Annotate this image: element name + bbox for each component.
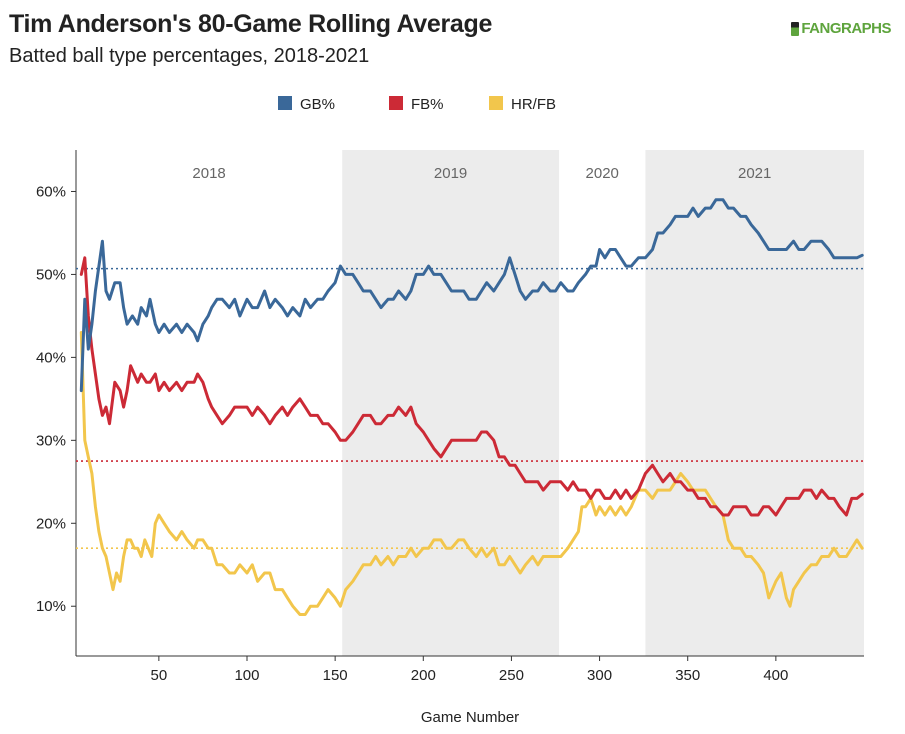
chart-subtitle: Batted ball type percentages, 2018-2021: [9, 45, 370, 67]
series-line-0: [79, 198, 864, 393]
y-tick-label: 30%: [36, 432, 66, 449]
legend-swatch-1: [389, 96, 403, 110]
season-label-2018: 2018: [192, 165, 225, 182]
legend-label-2: HR/FB: [511, 96, 556, 113]
chart-title: Tim Anderson's 80-Game Rolling Average: [9, 10, 493, 38]
legend-swatch-2: [489, 96, 503, 110]
x-axis-label: Game Number: [421, 709, 519, 726]
x-tick-label: 300: [587, 667, 612, 684]
legend-swatch-0: [278, 96, 292, 110]
x-tick-label: 200: [411, 667, 436, 684]
fangraphs-logo-icon: [791, 21, 800, 36]
legend-label-0: GB%: [300, 96, 335, 113]
x-tick-label: 150: [323, 667, 348, 684]
season-shade-2019: [342, 150, 560, 656]
fangraphs-logo: FAN GRAPHS: [791, 20, 892, 37]
y-tick-label: 60%: [36, 183, 66, 200]
season-label-2020: 2020: [586, 165, 619, 182]
y-tick-label: 50%: [36, 266, 66, 283]
season-label-2021: 2021: [738, 165, 771, 182]
x-tick-label: 100: [234, 667, 259, 684]
x-tick-label: 350: [675, 667, 700, 684]
logo-text-graphs: GRAPHS: [829, 20, 892, 37]
x-tick-label: 250: [499, 667, 524, 684]
series-line-1: [79, 256, 864, 517]
y-tick-label: 40%: [36, 349, 66, 366]
x-tick-label: 400: [763, 667, 788, 684]
legend-label-1: FB%: [411, 96, 444, 113]
season-shade-2021: [645, 150, 864, 656]
series-line-2: [79, 331, 864, 616]
y-tick-label: 20%: [36, 515, 66, 532]
season-label-2019: 2019: [434, 165, 467, 182]
y-tick-label: 10%: [36, 598, 66, 615]
logo-text-fan: FAN: [801, 20, 830, 37]
x-tick-label: 50: [151, 667, 168, 684]
